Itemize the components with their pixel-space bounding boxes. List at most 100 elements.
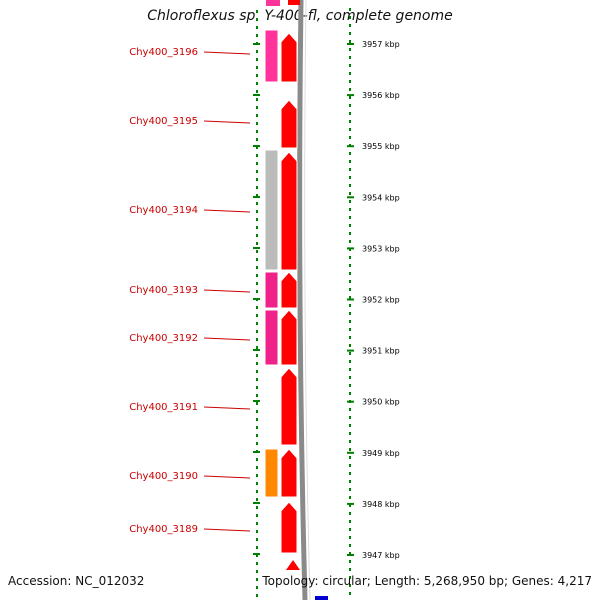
scale-tick-label: 3957 kbp (362, 40, 400, 49)
scale-dot (349, 216, 351, 219)
scale-dot (349, 120, 351, 123)
scale-dot (349, 264, 351, 267)
scale-dot (349, 288, 351, 291)
left-scale-dot (256, 386, 258, 389)
scale-tick-label: 3953 kbp (362, 244, 400, 253)
scale-dot (349, 440, 351, 443)
gene-label[interactable]: Chy400_3193 (129, 285, 198, 296)
cog-block (264, 149, 279, 271)
left-scale-dot (256, 530, 258, 533)
scale-dot (349, 344, 351, 347)
scale-dot (349, 520, 351, 523)
scale-dot (349, 32, 351, 35)
scale-dot (349, 544, 351, 547)
scale-dot (349, 136, 351, 139)
left-scale-dot (256, 426, 258, 429)
left-scale-dot (256, 106, 258, 109)
scale-dot (349, 488, 351, 491)
scale-dot (349, 168, 351, 171)
scale-dot (349, 312, 351, 315)
left-scale-tick (253, 502, 260, 504)
left-scale-dot (256, 178, 258, 181)
scale-dot (349, 392, 351, 395)
left-scale-dot (256, 554, 258, 557)
gene-arrow[interactable] (280, 309, 298, 366)
left-scale-dot (256, 546, 258, 549)
gene-arrow[interactable] (280, 367, 298, 446)
left-scale-tick (253, 451, 260, 453)
scale-major-tick (347, 451, 354, 454)
scale-dot (349, 152, 351, 155)
left-scale-dot (256, 346, 258, 349)
scale-tick-label: 3954 kbp (362, 193, 400, 202)
left-scale-dot (256, 154, 258, 157)
scale-dot (349, 176, 351, 179)
cog-block (264, 309, 279, 366)
scale-dot (349, 200, 351, 203)
left-scale-dot (256, 498, 258, 501)
left-scale-dot (256, 282, 258, 285)
left-scale-dot (256, 522, 258, 525)
gene-arrow[interactable] (280, 501, 298, 554)
scale-dot (349, 16, 351, 19)
scale-dot (349, 384, 351, 387)
left-scale-dot (256, 58, 258, 61)
left-scale-dot (256, 274, 258, 277)
scale-dot (349, 184, 351, 187)
left-scale-dot (256, 34, 258, 37)
scale-dot (349, 336, 351, 339)
scale-tick-label: 3952 kbp (362, 296, 400, 305)
scale-major-tick (347, 349, 354, 352)
gene-arrow[interactable] (280, 448, 298, 498)
scale-dot (349, 48, 351, 51)
left-scale-dot (256, 210, 258, 213)
gene-label[interactable]: Chy400_3191 (129, 402, 198, 413)
scale-dot (349, 480, 351, 483)
left-scale-dot (256, 186, 258, 189)
left-scale-dot (256, 330, 258, 333)
left-scale-tick (253, 196, 260, 198)
left-scale-dot (256, 130, 258, 133)
scale-dot (349, 96, 351, 99)
left-scale-dot (256, 578, 258, 581)
scale-major-tick (347, 502, 354, 505)
gene-arrow[interactable] (280, 32, 298, 83)
gene-label[interactable]: Chy400_3192 (129, 333, 198, 344)
left-scale-dot (256, 394, 258, 397)
scale-dot (349, 272, 351, 275)
gene-label[interactable]: Chy400_3195 (129, 116, 198, 127)
left-scale-dot (256, 146, 258, 149)
left-scale-dot (256, 314, 258, 317)
gene-arrow[interactable] (280, 151, 298, 271)
left-scale-dot (256, 506, 258, 509)
scale-dot (349, 496, 351, 499)
gene-leader-line (203, 475, 251, 479)
left-scale-dot (256, 258, 258, 261)
cog-block-partial-top (266, 0, 280, 6)
scale-major-tick (347, 298, 354, 301)
scale-major-tick (347, 400, 354, 403)
gene-leader-line (203, 337, 251, 341)
left-scale-dot (256, 114, 258, 117)
left-scale-dot (256, 138, 258, 141)
scale-dot (349, 224, 351, 227)
left-scale-dot (256, 242, 258, 245)
gene-label[interactable]: Chy400_3194 (129, 205, 198, 216)
gene-leader-line (203, 209, 251, 213)
left-scale-dot (256, 458, 258, 461)
left-scale-dot (256, 66, 258, 69)
genome-backbone-shadow (304, 0, 311, 600)
gene-arrow-partial-bottom (286, 560, 300, 570)
gene-arrow-partial-top (288, 0, 300, 5)
scale-dot (349, 256, 351, 259)
left-scale-dot (256, 354, 258, 357)
gene-label[interactable]: Chy400_3189 (129, 524, 198, 535)
left-scale-dot (256, 434, 258, 437)
gene-arrow[interactable] (280, 99, 298, 149)
gene-label[interactable]: Chy400_3196 (129, 47, 198, 58)
scale-dot (349, 208, 351, 211)
left-scale-dot (256, 538, 258, 541)
gene-arrow[interactable] (280, 271, 298, 309)
gene-label[interactable]: Chy400_3190 (129, 471, 198, 482)
left-scale-dot (256, 562, 258, 565)
